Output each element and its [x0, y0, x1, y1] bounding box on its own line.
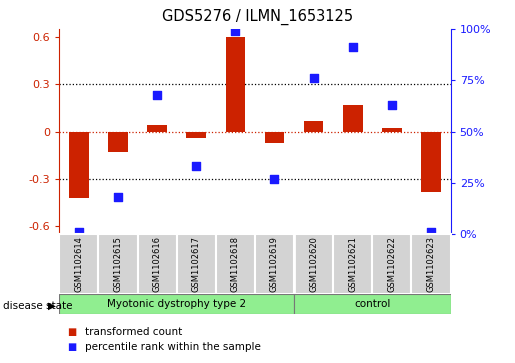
Text: GSM1102620: GSM1102620	[309, 236, 318, 292]
Bar	[147, 125, 167, 131]
Bar	[108, 131, 128, 152]
Text: GSM1102619: GSM1102619	[270, 236, 279, 292]
Point	[270, 176, 279, 182]
Point	[310, 76, 318, 81]
Bar	[343, 105, 363, 131]
Bar	[216, 234, 255, 294]
Bar	[177, 234, 216, 294]
Text: GSM1102621: GSM1102621	[348, 236, 357, 292]
Text: GDS5276 / ILMN_1653125: GDS5276 / ILMN_1653125	[162, 9, 353, 25]
Bar	[186, 131, 206, 138]
Bar	[138, 234, 177, 294]
Text: control: control	[354, 299, 390, 309]
Bar	[59, 294, 294, 314]
Text: disease state: disease state	[3, 301, 72, 311]
Point	[231, 28, 239, 34]
Point	[192, 164, 200, 170]
Text: Myotonic dystrophy type 2: Myotonic dystrophy type 2	[107, 299, 246, 309]
Text: ■: ■	[67, 342, 76, 352]
Bar	[265, 131, 284, 143]
Point	[349, 45, 357, 50]
Text: ■: ■	[67, 327, 76, 337]
Text: GSM1102618: GSM1102618	[231, 236, 240, 292]
Bar	[255, 234, 294, 294]
Bar	[294, 294, 451, 314]
Text: GSM1102615: GSM1102615	[113, 236, 123, 292]
Bar	[333, 234, 372, 294]
Bar	[69, 131, 89, 198]
Bar	[382, 129, 402, 131]
Point	[153, 92, 161, 98]
Point	[114, 194, 122, 200]
Text: GSM1102623: GSM1102623	[426, 236, 436, 292]
Bar	[226, 37, 245, 131]
Point	[75, 229, 83, 235]
Point	[388, 102, 396, 108]
Text: GSM1102622: GSM1102622	[387, 236, 397, 292]
Bar	[421, 131, 441, 192]
Bar	[98, 234, 138, 294]
Point	[427, 229, 435, 235]
Text: transformed count: transformed count	[85, 327, 182, 337]
Text: GSM1102616: GSM1102616	[152, 236, 162, 292]
Bar	[411, 234, 451, 294]
Bar	[294, 234, 333, 294]
Text: percentile rank within the sample: percentile rank within the sample	[85, 342, 261, 352]
Text: GSM1102617: GSM1102617	[192, 236, 201, 292]
Text: ▶: ▶	[47, 301, 56, 311]
Bar	[59, 234, 98, 294]
Bar	[372, 234, 411, 294]
Text: GSM1102614: GSM1102614	[74, 236, 83, 292]
Bar	[304, 121, 323, 131]
